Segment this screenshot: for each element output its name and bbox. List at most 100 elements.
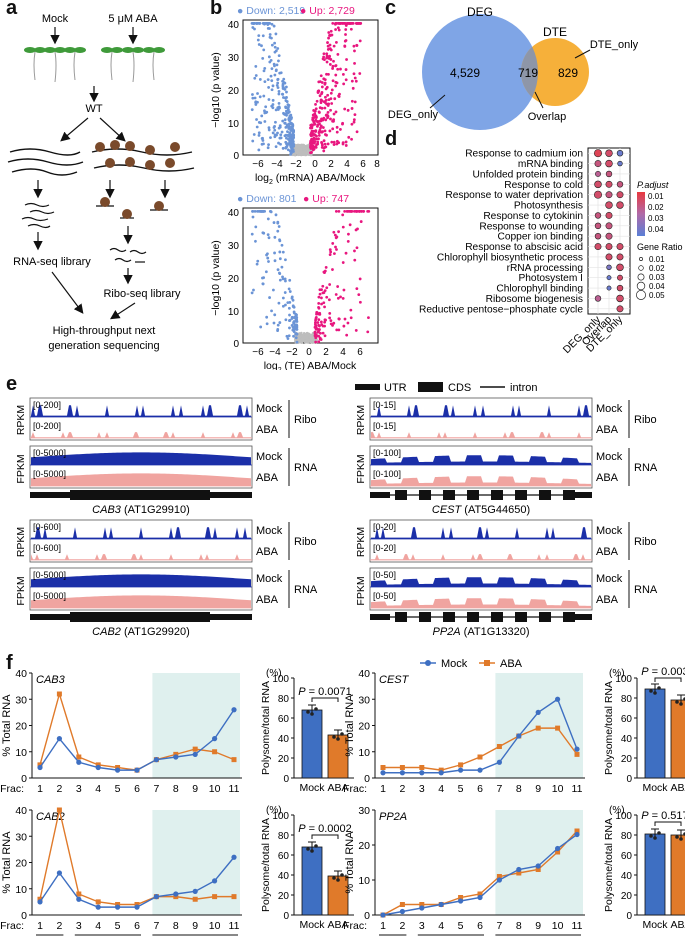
replicate-dot [306, 710, 310, 714]
y-tick-label: 0 [21, 910, 27, 922]
polysome-chart-cab3: 0 10 20 30 40 % Total RNA CAB3 Frac: 1 2 3 4 5 6 7 8 9 10… [0, 668, 354, 795]
go-dot [617, 160, 623, 167]
gene-model-cds [563, 490, 575, 500]
volcano-point-up [330, 140, 334, 144]
volcano-point-up [310, 151, 313, 154]
volcano-point-down [273, 73, 277, 77]
volcano-point-up [346, 108, 350, 112]
volcano-point-down [267, 126, 271, 130]
mock-point [458, 767, 464, 773]
volcano-point-up [352, 72, 356, 76]
volcano-point-up [318, 292, 322, 296]
p-value-label: P = 0.0002 [298, 823, 352, 835]
volcano-point-down [286, 106, 289, 110]
volcano-point-up [336, 296, 340, 300]
volcano-point-ns [297, 333, 301, 336]
volcano-point-up [341, 225, 345, 229]
volcano-point-down [283, 118, 287, 122]
replicate-dot [675, 835, 679, 839]
ratio-legend-tick: 0.03 [649, 273, 665, 282]
ratio-legend-tick: 0.05 [649, 291, 665, 300]
volcano-point-down [261, 276, 264, 280]
aba-point [496, 874, 502, 879]
polysome-shade [152, 673, 240, 778]
aba-point [574, 751, 580, 757]
ribo-coverage [371, 432, 591, 438]
gene-model-cds [70, 612, 210, 622]
replicate-dot [675, 700, 679, 704]
mock-point [458, 898, 464, 904]
volcano-point-down [280, 130, 284, 134]
volcano-point-up [321, 291, 325, 295]
volcano-point-down [267, 128, 271, 132]
volcano-point-down [254, 74, 258, 77]
volcano-point-up [350, 99, 354, 103]
go-dot [605, 191, 613, 199]
go-dot [605, 201, 613, 209]
volcano-point-up [334, 110, 338, 114]
volcano-point-down [284, 112, 288, 116]
mock-bar [301, 846, 323, 916]
rna-coverage [31, 473, 251, 486]
rna-coverage [31, 574, 251, 587]
gene-model-cds [443, 612, 455, 622]
fraction-tick-label: 1 [380, 783, 386, 795]
volcano-point-down [284, 258, 287, 262]
volcano-point-down [250, 108, 254, 112]
bar-y-tick-label: 60 [621, 714, 633, 725]
go-dot [616, 243, 624, 251]
volcano-point-up [331, 242, 335, 245]
polysome-ylabel: % Total RNA [1, 831, 13, 894]
volcano-point-up [327, 98, 331, 102]
volcano-point-down [257, 131, 261, 135]
go-term-label: Response to cold [504, 180, 583, 191]
volcano-point-up [334, 84, 338, 88]
volcano-point-down [273, 128, 277, 132]
track-pp2a: RPKM FPKM [0-20] Mock [0-20] ABA [0-50] Mock [0-… [355, 519, 658, 638]
bar-percent-label: (%) [609, 668, 625, 679]
ribo-coverage [371, 554, 591, 560]
venn-deg-circle [422, 14, 538, 130]
volcano-point-down [254, 100, 257, 104]
fraction-tick-label: 8 [516, 783, 522, 795]
volcano-point-down [256, 259, 260, 263]
volcano-point-up [353, 49, 356, 53]
volcano-point-down [291, 126, 294, 130]
ratio-legend-circle [636, 290, 646, 300]
volcano-point-down [253, 27, 256, 31]
volcano-point-up [323, 320, 327, 324]
volcano-point-up [314, 129, 318, 133]
volcano-point-up [321, 324, 325, 328]
bar-y-tick-label: 40 [621, 734, 633, 745]
fraction-tick-label: 8 [173, 920, 179, 932]
track-condition-label: Mock [596, 573, 623, 585]
volcano-point-down [266, 233, 270, 236]
volcano-point-up [315, 120, 319, 124]
volcano-point-down [294, 336, 298, 340]
go-term-label: Photosynthesis [514, 201, 583, 212]
fraction-tick-label: 4 [438, 783, 444, 795]
fraction-tick-label: 5 [115, 783, 121, 795]
volcano-point-down [278, 278, 282, 282]
bar-y-tick-label: 60 [278, 714, 290, 725]
volcano-point-up [355, 130, 359, 134]
volcano-point-up [344, 28, 348, 31]
bar-y-tick-label: 80 [278, 694, 290, 705]
track-condition-label: Mock [256, 403, 283, 415]
aba-point [555, 849, 561, 855]
volcano-point-down [253, 96, 257, 100]
go-term-label: Chlorophyll biosynthetic process [437, 252, 583, 263]
fraction-tick-label: 3 [76, 920, 82, 932]
volcano-point-down [264, 21, 267, 25]
aba-bar-label: ABA [327, 782, 348, 794]
bar-y-tick-label: 100 [272, 811, 289, 822]
volcano-point-down [276, 329, 279, 333]
volcano-point-down [261, 231, 265, 235]
volcano-point-up [329, 58, 333, 61]
volcano-point-down [278, 136, 282, 140]
volcano-point-up [323, 129, 327, 133]
volcano-point-up [310, 126, 313, 130]
volcano-point-down [251, 21, 255, 25]
